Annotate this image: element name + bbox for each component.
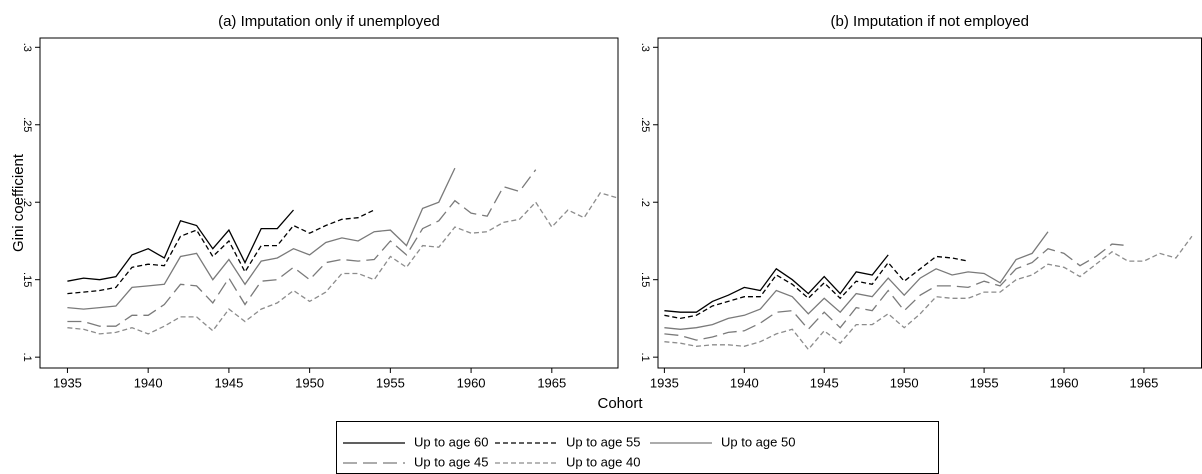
x-tick-label: 1935 (53, 375, 82, 390)
y-tick-label: .25 (21, 117, 33, 132)
x-tick-label: 1950 (890, 375, 919, 390)
x-tick-label: 1965 (537, 375, 566, 390)
x-tick-label: 1950 (295, 375, 324, 390)
legend-label: Up to age 50 (721, 434, 795, 449)
legend-label: Up to age 40 (566, 454, 640, 469)
legend-label: Up to age 60 (414, 434, 488, 449)
series-line (664, 243, 1129, 341)
series-line (67, 192, 617, 335)
y-tick-label: .15 (21, 272, 33, 287)
legend-label: Up to age 45 (414, 454, 488, 469)
x-tick-label: 1945 (810, 375, 839, 390)
series-line (67, 169, 537, 327)
y-tick-label: .2 (21, 198, 33, 207)
x-tick-label: 1940 (730, 375, 759, 390)
plot-frame (39, 37, 619, 369)
x-tick-label: 1960 (457, 375, 486, 390)
y-tick-label: .15 (639, 272, 651, 287)
y-tick-label: .25 (639, 117, 651, 132)
series-line (67, 209, 375, 295)
x-tick-label: 1965 (1129, 375, 1158, 390)
x-tick-label: 1945 (214, 375, 243, 390)
y-tick-label: .3 (21, 43, 33, 52)
x-tick-label: 1955 (376, 375, 405, 390)
y-tick-label: .1 (639, 353, 651, 362)
series-line (664, 254, 889, 313)
x-tick-label: 1960 (1050, 375, 1079, 390)
x-axis-label: Cohort (597, 395, 643, 412)
y-tick-label: .1 (21, 353, 33, 362)
legend-label: Up to age 55 (566, 434, 640, 449)
legend-box (336, 421, 939, 474)
panel-title: (b) Imputation if not employed (831, 13, 1029, 30)
series-line (664, 235, 1193, 351)
series-line (664, 255, 969, 320)
x-tick-label: 1935 (650, 375, 679, 390)
y-tick-label: .3 (639, 43, 651, 52)
series-line (67, 167, 456, 310)
series-line (67, 209, 294, 282)
y-axis-label: Gini coefficient (10, 153, 27, 252)
x-tick-label: 1955 (970, 375, 999, 390)
x-tick-label: 1940 (134, 375, 163, 390)
y-tick-label: .2 (639, 198, 651, 207)
series-line (664, 231, 1049, 330)
panel-title: (a) Imputation only if unemployed (218, 13, 440, 30)
